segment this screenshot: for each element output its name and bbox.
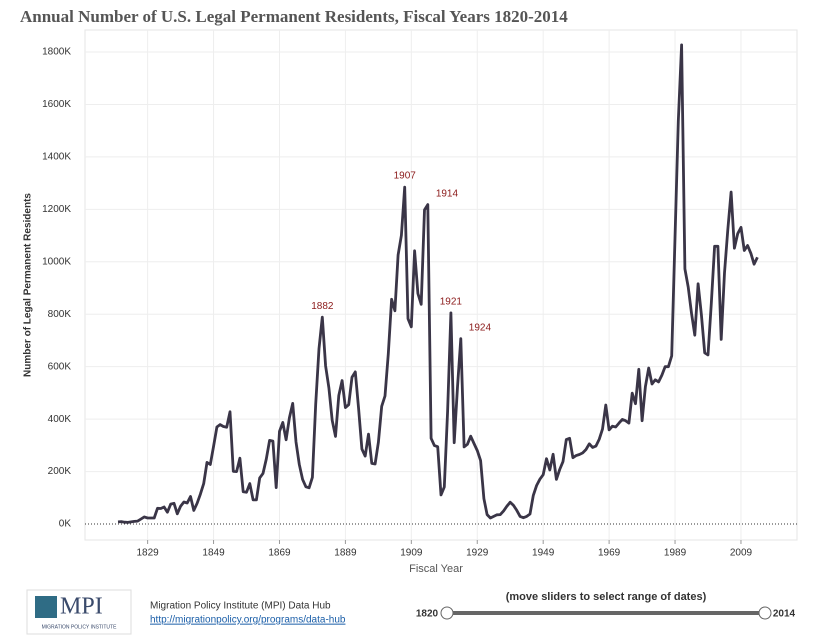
footer: MPI MIGRATION POLICY INSTITUTE Migration… [26, 589, 796, 635]
y-tick-label: 1600K [42, 99, 71, 110]
logo-text: MPI [60, 594, 103, 620]
y-tick-label: 1000K [42, 256, 71, 267]
slider-caption: (move sliders to select range of dates) [506, 591, 707, 603]
annotation: 1882 [311, 301, 334, 312]
y-tick-label: 600K [48, 361, 72, 372]
x-tick-label: 1829 [137, 548, 160, 559]
x-tick-label: 2009 [730, 548, 753, 559]
logo-subtext: MIGRATION POLICY INSTITUTE [42, 624, 117, 630]
y-tick-label: 1200K [42, 204, 71, 215]
x-tick-label: 1909 [400, 548, 423, 559]
x-axis-label: Fiscal Year [409, 563, 463, 575]
x-tick-label: 1849 [202, 548, 225, 559]
y-tick-label: 400K [48, 414, 72, 425]
logo-icon [35, 596, 57, 618]
x-tick-label: 1949 [532, 548, 555, 559]
source-text: Migration Policy Institute (MPI) Data Hu… [150, 601, 331, 612]
slider-to: 2014 [773, 609, 796, 620]
y-tick-label: 200K [48, 466, 72, 477]
y-axis-label: Number of Legal Permanent Residents [23, 193, 34, 377]
slider-from: 1820 [416, 609, 439, 620]
x-tick-label: 1989 [664, 548, 687, 559]
y-tick-label: 0K [59, 519, 72, 530]
source-link[interactable]: http://migrationpolicy.org/programs/data… [150, 615, 346, 626]
y-tick-label: 1400K [42, 152, 71, 163]
slider-handle[interactable] [440, 606, 454, 620]
annotation: 1924 [469, 322, 492, 333]
plot-frame [84, 29, 798, 541]
x-tick-label: 1969 [598, 548, 621, 559]
annotation: 1907 [394, 171, 417, 182]
y-tick-label: 800K [48, 309, 72, 320]
y-tick-label: 1800K [42, 47, 71, 58]
x-tick-label: 1889 [334, 548, 357, 559]
annotation: 1914 [436, 188, 459, 199]
chart-title: Annual Number of U.S. Legal Permanent Re… [20, 7, 568, 26]
x-tick-label: 1869 [268, 548, 291, 559]
slider-handle[interactable] [758, 606, 772, 620]
series-line [117, 43, 759, 524]
annotation: 1921 [440, 297, 463, 308]
x-tick-label: 1929 [466, 548, 489, 559]
